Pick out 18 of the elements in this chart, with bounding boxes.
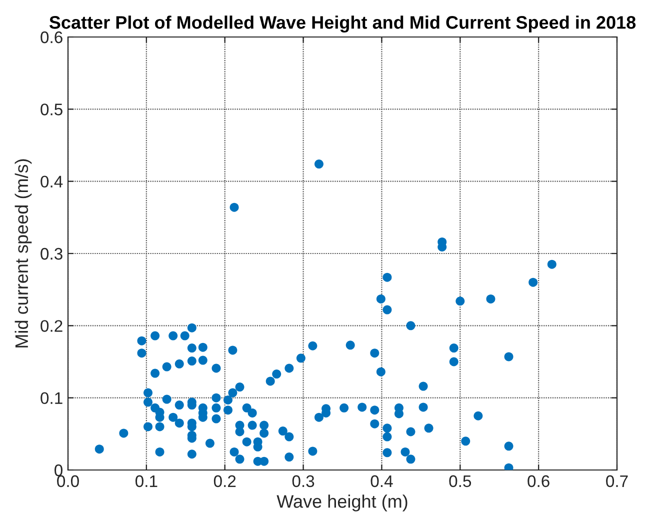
x-tick-label: 0.3 [292, 475, 314, 488]
x-tick-label: 0.6 [528, 475, 550, 488]
y-tick-label: 0.1 [40, 392, 62, 404]
y-axis-title: Mid current speed (m/s) [14, 159, 32, 348]
y-tick-label: 0.5 [40, 104, 62, 116]
y-tick-label: 0.6 [40, 31, 62, 44]
x-tick-label: 0.4 [370, 475, 393, 488]
y-tick-label: 0 [54, 464, 62, 476]
x-axis-title: Wave height (m) [276, 494, 408, 512]
y-tick-label: 0.4 [40, 176, 63, 188]
x-tick-label: 0.0 [57, 475, 79, 488]
y-tick-label: 0.3 [40, 248, 62, 260]
x-tick-label: 0.1 [135, 475, 158, 488]
x-tick-label: 0.5 [449, 475, 472, 488]
y-tick-label: 0.2 [40, 320, 62, 332]
chart-title: Scatter Plot of Modelled Wave Height and Mid Current Speed in 2018 [49, 16, 636, 32]
x-tick-label: 0.2 [214, 475, 236, 488]
x-tick-label: 0.7 [606, 475, 628, 488]
